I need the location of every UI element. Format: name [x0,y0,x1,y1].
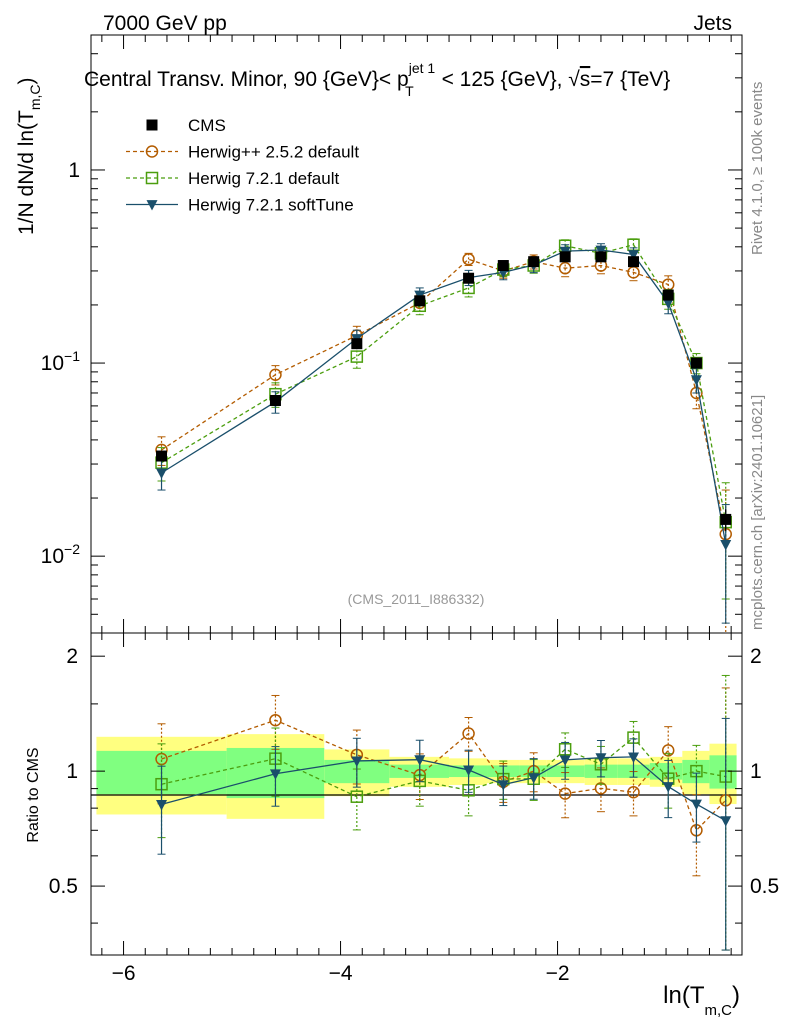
ratio-point [156,800,168,811]
rivet-label: Rivet 4.1.0, ≥ 100k events [749,82,766,255]
data-point [350,350,364,363]
ratio-tick-label-right: 2 [750,645,762,668]
ratio-point [628,752,639,763]
legend-label: Herwig 7.2.1 softTune [188,196,354,215]
data-point [462,252,475,266]
legend-label: Herwig 7.2.1 default [188,169,339,188]
ratio-tick-label-right: 0.5 [750,875,779,898]
ratio-point [690,799,702,811]
ratio-ticks: −6 −4 −2 2 2 1 1 0.5 0.5 [49,633,779,985]
legend-marker [146,200,158,211]
legend-item: Herwig 7.2.1 default [126,169,339,188]
data-point [720,513,732,525]
ratio-point [662,782,674,793]
x-tick-label: −6 [112,962,136,985]
ratio-point [269,713,282,727]
ratio-series-3 [156,717,732,951]
legend-item: CMS [146,116,226,135]
series-3 [156,243,732,624]
data-point [269,394,281,406]
ratio-plot-frame [90,632,743,956]
x-tick-label: −4 [329,962,353,985]
data-point [414,295,426,307]
x-axis-label: ln(Tm,C) [663,982,740,1019]
header-right: Jets [693,12,732,35]
legend-label: CMS [188,116,226,135]
ratio-point [528,773,540,784]
ratio-point [350,790,364,803]
data-point [690,357,702,369]
ratio-point [269,769,281,780]
ratio-point [351,756,363,767]
ratio-tick-label-right: 1 [750,760,762,783]
ratio-tick-label-left: 2 [66,645,78,668]
series-2 [155,238,732,600]
ratio-series-1 [155,687,732,951]
series-0 [156,251,732,531]
ratio-tick-label-left: 1 [66,760,78,783]
ratio-point [720,816,732,827]
data-point [595,251,607,263]
legend-item: Herwig++ 2.5.2 default [126,143,359,162]
data-point [156,468,168,479]
ratio-point [559,755,571,766]
data-point [528,256,540,268]
legend-marker [145,145,159,158]
main-ticks: 1 10−1 10−2 [41,34,742,634]
ratio-point [627,785,640,799]
legend-label: Herwig++ 2.5.2 default [188,143,359,162]
series-line [161,249,727,545]
ratio-point [497,780,509,791]
legend-item: Herwig 7.2.1 softTune [126,196,354,215]
data-point [559,251,571,263]
series-line [161,258,727,535]
legend-marker [146,119,158,131]
data-point [628,250,639,261]
y-tick-label: 10−1 [41,348,81,375]
ratio-point [462,727,475,740]
ratio-point [414,755,426,766]
ratio-band-inner [649,763,683,780]
data-point [720,540,732,551]
data-point [497,260,509,272]
ratio-plot-panel: −6 −4 −2 2 2 1 1 0.5 0.5 [49,632,779,985]
data-point [628,256,639,268]
ratio-point [661,744,675,757]
x-tick-label: −2 [546,962,570,985]
series-1 [155,252,732,634]
ratio-series [155,674,732,951]
data-point [269,368,282,381]
analysis-watermark: (CMS_2011_I886332) [348,591,485,607]
data-point [156,450,168,462]
mcplots-label: mcplots.cern.ch [arXiv:2401.10621] [749,395,766,630]
ratio-band-inner [709,755,737,789]
y-tick-label: 1 [68,159,80,182]
ratio-y-label: Ratio to CMS [25,747,42,842]
data-point [690,375,702,386]
data-point [351,338,363,350]
ratio-point [558,787,572,800]
header-left: 7000 GeV pp [103,12,227,35]
y-tick-label: 10−2 [41,541,81,568]
data-point [463,272,475,284]
legend: CMS Herwig++ 2.5.2 default Herwig 7.2.1 de… [126,116,359,215]
ratio-point [463,765,475,776]
main-series [155,238,732,634]
data-point [558,261,572,275]
ratio-tick-label-left: 0.5 [49,875,78,898]
main-plot-panel: 1 10−1 10−2 [41,34,743,634]
data-point [662,298,674,309]
data-point [595,245,607,257]
ratio-point [595,753,607,764]
y-axis-label: 1/N dN/d ln(Tm,C) [15,77,43,235]
legend-marker [145,171,159,185]
data-point [662,289,674,301]
